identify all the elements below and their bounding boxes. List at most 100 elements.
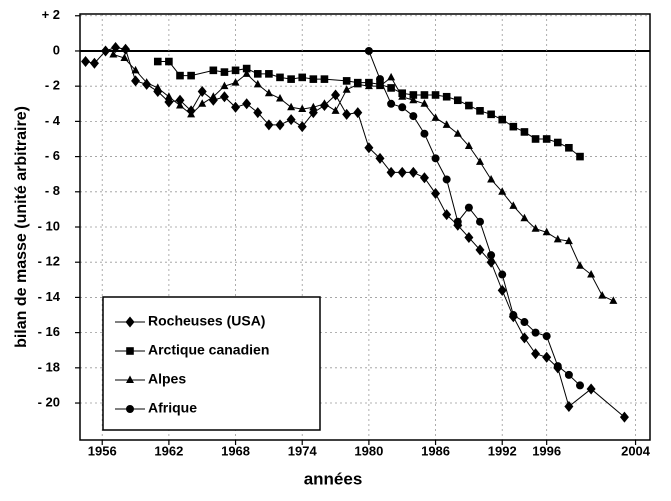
marker [464, 232, 474, 244]
marker [376, 81, 384, 90]
x-tick-label: 1992 [488, 443, 517, 458]
marker [397, 166, 407, 178]
marker [89, 57, 99, 69]
marker [564, 370, 573, 379]
marker [231, 66, 240, 75]
marker [297, 121, 307, 133]
marker [109, 49, 118, 58]
marker [126, 347, 134, 355]
marker [398, 103, 407, 112]
marker [364, 46, 373, 55]
x-tick-label: 2004 [621, 443, 651, 458]
marker [320, 99, 329, 107]
marker [565, 143, 573, 152]
y-tick-label: - 10 [38, 218, 60, 233]
marker [498, 187, 507, 195]
marker [253, 107, 263, 119]
marker [198, 99, 207, 107]
marker [576, 152, 584, 161]
marker [420, 91, 429, 99]
marker [264, 88, 273, 97]
marker [342, 85, 351, 93]
marker [242, 69, 251, 77]
marker [264, 119, 274, 131]
marker [531, 328, 540, 337]
legend-label: Alpes [148, 371, 186, 387]
marker [531, 224, 540, 232]
marker [342, 108, 352, 120]
marker [598, 291, 607, 299]
marker [542, 227, 551, 236]
marker [286, 114, 296, 126]
marker [553, 234, 562, 243]
marker [175, 94, 185, 106]
marker [476, 107, 484, 115]
marker [398, 92, 407, 100]
marker [408, 166, 418, 178]
marker [476, 217, 484, 226]
marker [576, 381, 584, 390]
marker [387, 84, 395, 92]
marker [253, 79, 262, 88]
marker [531, 135, 540, 143]
marker [81, 56, 91, 68]
marker [431, 91, 440, 99]
marker [464, 141, 473, 150]
y-axis-label: bilan de masse (unité arbitraire) [13, 106, 30, 348]
marker [498, 270, 507, 279]
marker [542, 135, 551, 143]
marker [520, 128, 529, 136]
y-tick-label: - 8 [45, 183, 60, 198]
marker [431, 154, 440, 163]
marker [609, 296, 618, 304]
marker [187, 71, 195, 80]
legend-label: Rocheuses (USA) [148, 313, 265, 329]
x-tick-label: 1986 [421, 443, 450, 458]
marker [464, 203, 473, 212]
marker [364, 81, 373, 90]
marker [176, 101, 184, 109]
y-tick-label: - 4 [45, 113, 61, 128]
marker [253, 70, 262, 78]
marker [553, 138, 562, 147]
x-tick-label: 1956 [88, 443, 117, 458]
x-tick-label: 1962 [154, 443, 183, 458]
marker [453, 96, 462, 105]
marker [165, 57, 173, 66]
y-tick-label: - 6 [45, 148, 60, 163]
marker [509, 311, 518, 320]
marker [276, 93, 284, 102]
marker [197, 85, 207, 97]
y-tick-label: 0 [53, 42, 60, 57]
marker [386, 166, 396, 178]
y-tick-label: - 20 [38, 394, 60, 409]
marker [101, 45, 111, 57]
marker [465, 101, 473, 110]
marker [220, 81, 229, 90]
marker [409, 91, 418, 99]
x-axis-label: années [304, 469, 363, 488]
marker [520, 318, 529, 327]
marker [564, 401, 574, 413]
y-tick-label: - 14 [38, 289, 61, 304]
marker [431, 188, 441, 200]
marker [519, 332, 529, 344]
y-tick-label: - 12 [38, 254, 60, 269]
marker [275, 119, 285, 131]
marker [231, 78, 240, 86]
marker [219, 91, 229, 103]
marker [387, 72, 396, 81]
marker [476, 157, 484, 165]
marker [125, 316, 135, 328]
marker [487, 110, 495, 119]
marker [320, 75, 329, 83]
marker [487, 174, 496, 183]
marker [209, 92, 218, 100]
marker [126, 375, 134, 383]
marker [542, 332, 551, 341]
marker [509, 122, 518, 131]
marker [387, 99, 396, 108]
marker [353, 79, 362, 88]
marker [287, 102, 296, 111]
marker [497, 284, 507, 296]
